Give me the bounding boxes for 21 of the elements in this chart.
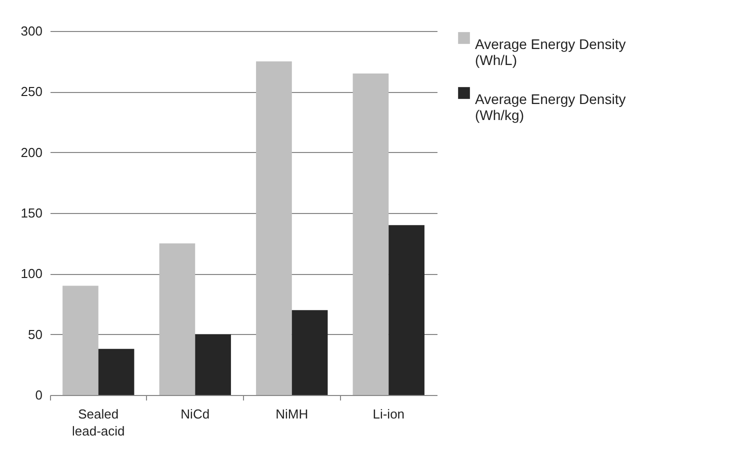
- bar: [195, 334, 231, 395]
- bar: [388, 225, 424, 395]
- x-tick-label: Sealed lead-acid: [72, 406, 125, 438]
- bar: [256, 61, 292, 395]
- legend-label: Average Energy Density (Wh/kg): [475, 91, 626, 123]
- y-tick-label: 200: [20, 144, 42, 160]
- x-tick-label: Li-ion: [372, 406, 405, 422]
- x-tick-label: NiCd: [180, 406, 210, 422]
- bar: [292, 310, 328, 395]
- y-tick-label: 300: [20, 24, 42, 38]
- y-tick-label: 50: [28, 326, 42, 342]
- y-tick-label: 0: [35, 388, 42, 402]
- bar: [62, 286, 98, 395]
- y-tick-label: 150: [20, 206, 42, 220]
- bar: [98, 348, 134, 395]
- y-tick-label: 100: [20, 266, 42, 282]
- legend-label: Average Energy Density (Wh/L): [475, 36, 626, 68]
- bar: [159, 243, 196, 395]
- x-tick-label: NiMH: [276, 406, 308, 422]
- y-tick-label: 250: [20, 84, 42, 100]
- bar: [352, 73, 389, 395]
